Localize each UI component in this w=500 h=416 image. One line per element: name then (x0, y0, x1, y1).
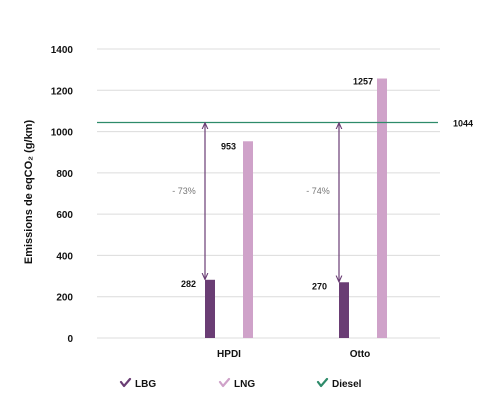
reference-line-group: 1044 (97, 118, 473, 128)
legend-check-icon (218, 377, 231, 388)
y-tick-label: 1000 (51, 128, 74, 139)
y-tick-label: 400 (56, 251, 73, 262)
x-tick-label: Otto (350, 349, 371, 360)
y-tick-label: 600 (56, 210, 73, 221)
bar-lng-hpdi (243, 141, 253, 338)
data-label: 282 (181, 279, 196, 289)
data-label: 270 (312, 281, 327, 291)
y-tick-label: 800 (56, 169, 73, 180)
reduction-arrows: - 73% - 74% (172, 123, 339, 281)
bar-lbg-hpdi (205, 279, 215, 338)
bars: 282 953 270 1257 (181, 77, 387, 338)
legend-label: LBG (135, 379, 156, 390)
legend-label: LNG (234, 379, 255, 390)
reference-line-label: 1044 (453, 118, 473, 128)
gridlines (97, 48, 440, 339)
y-tick-labels: 0 200 400 600 800 1000 1200 1400 (51, 45, 74, 345)
legend-check-icon (316, 377, 329, 388)
y-axis-label: Emissions de eqCO₂ (g/km) (23, 120, 35, 265)
y-tick-label: 1400 (51, 45, 74, 56)
data-label: 953 (221, 141, 236, 151)
y-tick-label: 0 (67, 334, 73, 345)
legend-label: Diesel (332, 379, 362, 390)
y-tick-label: 1200 (51, 86, 74, 97)
legend-check-icon (119, 377, 132, 388)
legend: LBG LNG Diesel (119, 377, 362, 390)
bar-lng-otto (377, 78, 387, 338)
bar-lbg-otto (339, 282, 349, 338)
x-tick-labels: HPDI Otto (217, 349, 370, 360)
y-tick-label: 200 (56, 293, 73, 304)
x-tick-label: HPDI (217, 349, 241, 360)
data-label: 1257 (353, 77, 373, 87)
reduction-label: - 73% (172, 186, 196, 196)
reduction-label: - 74% (306, 186, 330, 196)
